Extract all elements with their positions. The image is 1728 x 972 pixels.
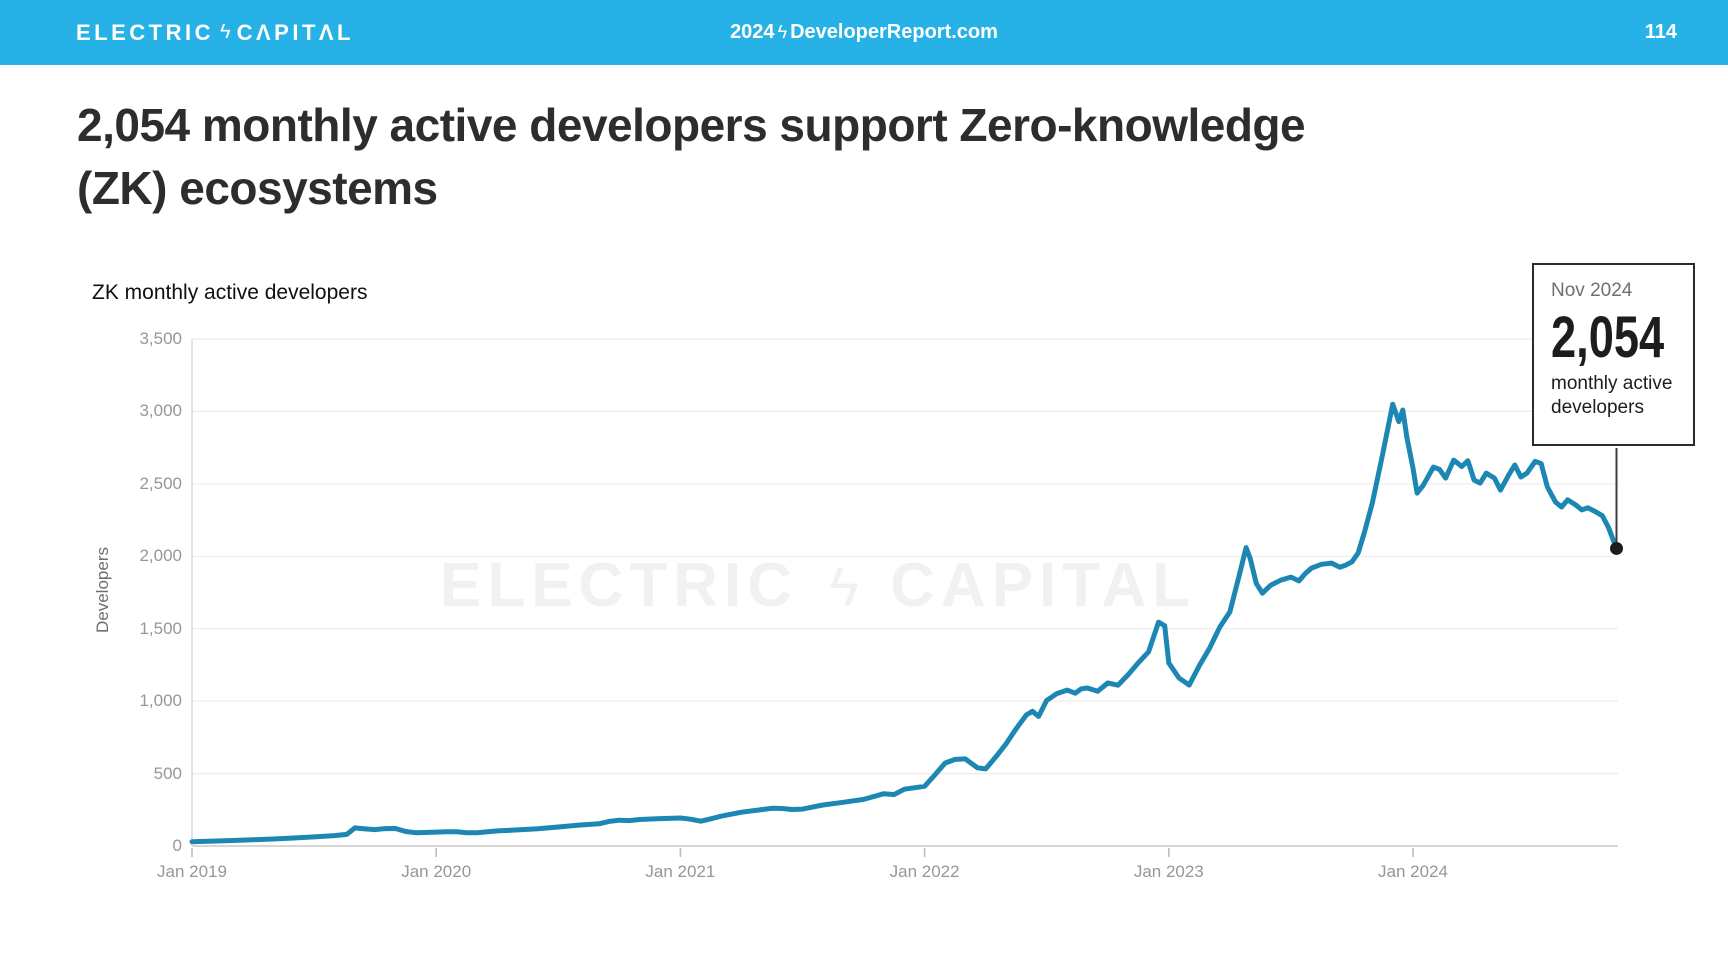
callout-month: Nov 2024 [1551, 280, 1633, 301]
x-axis-tick-label: Jan 2024 [1378, 862, 1448, 881]
lightning-bolt-icon: ϟ [777, 22, 788, 42]
top-bar: ELECTRIC ϟ CΛPITΛL 2024 ϟ DeveloperRepor… [0, 0, 1728, 65]
x-axis-tick-label: Jan 2019 [157, 862, 227, 881]
slide-title: 2,054 monthly active developers support … [77, 99, 1306, 214]
callout-value: 2,054 [1551, 305, 1665, 370]
y-axis-tick-label: 500 [153, 763, 182, 783]
callout-caption: monthly active developers [1551, 373, 1673, 418]
x-axis-tick-label: Jan 2023 [1133, 862, 1204, 881]
watermark-text-electric: ELECTRIC [440, 551, 798, 620]
lightning-bolt-icon: ϟ [220, 21, 231, 43]
report-year: 2024 [730, 21, 775, 43]
y-axis-tick-label: 2,500 [139, 473, 182, 493]
watermark-text-capital: CAPITAL [890, 551, 1197, 620]
y-axis-tick-label: 0 [172, 836, 182, 855]
chart-title: ZK monthly active developers [92, 281, 368, 304]
lightning-bolt-icon: ϟ [829, 555, 859, 618]
y-axis-tick-label: 3,500 [139, 329, 182, 348]
logo-text-electric: ELECTRIC [76, 19, 214, 45]
logo-text-capital: CΛPITΛL [236, 19, 354, 45]
report-site: DeveloperReport.com [790, 21, 998, 43]
x-axis-tick-label: Jan 2022 [889, 862, 960, 881]
report-site-label: 2024 ϟ DeveloperReport.com [0, 0, 1728, 65]
x-axis-tick-label: Jan 2020 [401, 862, 472, 881]
watermark: ELECTRIC ϟ CAPITAL [440, 550, 1190, 621]
y-axis-tick-label: 1,500 [139, 618, 182, 638]
y-axis-tick-label: 2,000 [139, 546, 182, 566]
y-axis-tick-label: 1,000 [139, 691, 182, 711]
endpoint-callout: Nov 2024 2,054 monthly active developers [1532, 263, 1695, 446]
y-axis-tick-label: 3,000 [139, 401, 182, 421]
electric-capital-logo: ELECTRIC ϟ CΛPITΛL [76, 0, 354, 65]
page-number: 114 [1644, 21, 1677, 43]
x-axis-tick-label: Jan 2021 [645, 862, 716, 881]
